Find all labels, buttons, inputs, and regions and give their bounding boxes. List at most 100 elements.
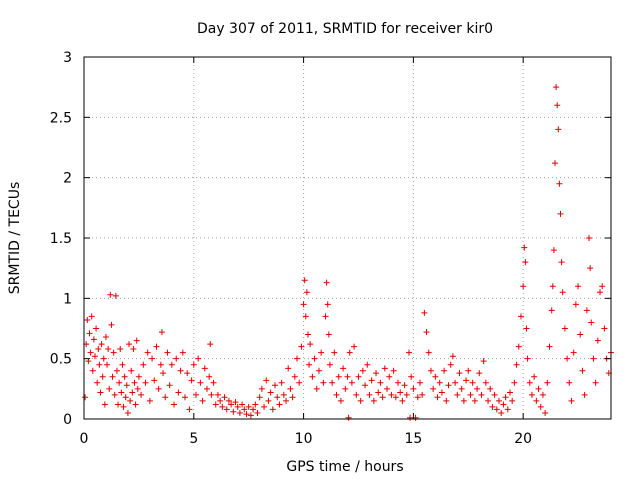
data-point [425, 349, 432, 356]
data-point [368, 377, 375, 384]
data-point [151, 377, 158, 384]
data-point [84, 317, 91, 324]
data-point [370, 397, 377, 404]
data-point [239, 401, 246, 408]
data-point [599, 283, 606, 290]
data-point [245, 403, 252, 410]
data-point [401, 382, 408, 389]
data-point [572, 301, 579, 308]
data-point [594, 337, 601, 344]
data-point [99, 373, 106, 380]
data-point [564, 355, 571, 362]
data-point [550, 247, 557, 254]
data-point [388, 391, 395, 398]
data-point [177, 367, 184, 374]
data-point [586, 235, 593, 241]
data-point [324, 301, 331, 308]
data-point [421, 309, 428, 316]
data-point [549, 283, 556, 290]
data-point [241, 406, 248, 413]
x-tick-label: 0 [80, 431, 89, 447]
data-point [219, 403, 226, 410]
data-point [419, 391, 426, 398]
y-tick-label: 3 [63, 50, 72, 66]
data-point [498, 409, 505, 416]
data-point [554, 102, 561, 109]
data-point [267, 389, 274, 396]
data-point [546, 343, 553, 350]
data-point [392, 394, 399, 401]
data-point [399, 397, 406, 404]
data-point [438, 389, 445, 396]
data-point [362, 382, 369, 389]
data-point [283, 397, 290, 404]
data-point [91, 353, 98, 360]
data-point [133, 337, 140, 344]
data-point [535, 385, 542, 392]
data-point [263, 377, 270, 384]
data-point [121, 373, 128, 380]
data-point [520, 283, 527, 290]
y-tick-label: 0.5 [50, 352, 72, 368]
data-point [355, 373, 362, 380]
data-point [553, 84, 560, 91]
data-point [153, 343, 160, 350]
data-point [130, 346, 137, 353]
data-point [445, 382, 452, 389]
data-point [326, 361, 333, 368]
data-point [160, 370, 167, 377]
data-point [94, 379, 101, 386]
y-tick-label: 2 [63, 171, 72, 187]
data-point [467, 391, 474, 398]
data-point [469, 379, 476, 386]
data-point [217, 397, 224, 404]
x-axis-label: GPS time / hours [286, 459, 403, 475]
data-point [524, 355, 531, 362]
data-point [454, 391, 461, 398]
data-point [325, 331, 332, 338]
data-point [528, 391, 535, 398]
data-point [304, 331, 311, 338]
data-point [179, 349, 186, 356]
data-point [301, 277, 308, 284]
data-point [142, 379, 149, 386]
data-point [502, 394, 509, 401]
data-point [340, 365, 347, 372]
data-point [230, 408, 237, 415]
data-point [303, 289, 310, 296]
data-point [87, 349, 94, 356]
data-point [474, 385, 481, 392]
data-point [221, 394, 228, 401]
data-point [408, 373, 415, 380]
axis-ticks: 0 5 10 15 20 0 0.5 1 1.5 2 2.5 3 [50, 50, 611, 447]
data-point [480, 358, 487, 365]
data-point [592, 379, 599, 386]
data-point [168, 361, 175, 368]
data-point [101, 401, 108, 408]
data-point [296, 379, 303, 386]
data-point [134, 385, 141, 392]
data-point [476, 370, 483, 377]
x-tick-label: 15 [404, 431, 422, 447]
chart-title: Day 307 of 2011, SRMTID for receiver kir… [197, 21, 493, 37]
data-point [207, 341, 214, 348]
data-point [225, 397, 232, 404]
data-point [588, 319, 595, 326]
data-point [116, 379, 123, 386]
data-point [186, 406, 193, 413]
data-point [337, 397, 344, 404]
data-point [111, 391, 118, 398]
data-point [395, 379, 402, 386]
data-point [285, 365, 292, 372]
data-point [158, 329, 165, 336]
data-point [555, 126, 562, 133]
data-point [171, 401, 178, 408]
data-point [210, 379, 217, 386]
data-point [280, 391, 287, 398]
data-point [373, 370, 380, 377]
data-point [212, 401, 219, 408]
data-point [291, 373, 298, 380]
x-tick-label: 20 [514, 431, 532, 447]
data-point [254, 409, 261, 416]
